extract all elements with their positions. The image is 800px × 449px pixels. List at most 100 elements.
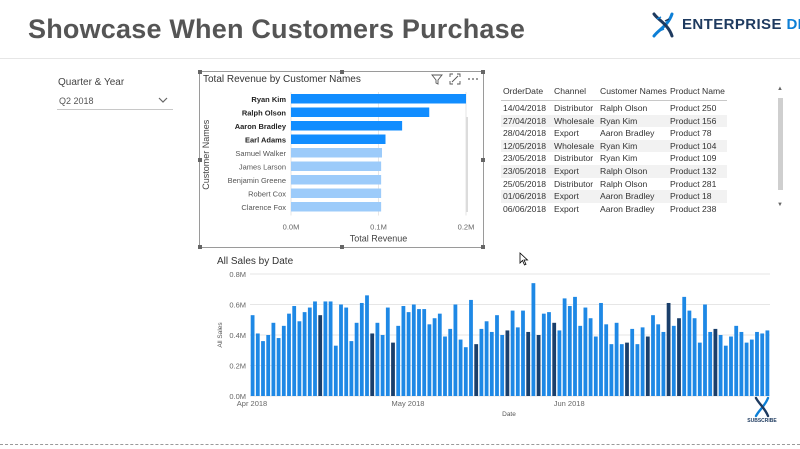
revenue-bar[interactable]: [291, 121, 403, 131]
sales-bar[interactable]: [635, 344, 640, 396]
focus-mode-icon[interactable]: [449, 73, 461, 85]
sales-bar[interactable]: [671, 325, 676, 396]
sales-bar[interactable]: [619, 344, 624, 396]
sales-bar[interactable]: [292, 306, 297, 396]
sales-bar[interactable]: [484, 321, 489, 396]
sales-bar[interactable]: [432, 318, 437, 396]
sales-bar[interactable]: [718, 335, 723, 396]
sales-bar[interactable]: [276, 338, 281, 396]
sales-bar[interactable]: [651, 315, 655, 396]
sales-bar[interactable]: [541, 313, 546, 396]
revenue-bar[interactable]: [291, 175, 382, 185]
sales-bar[interactable]: [500, 335, 505, 396]
sales-bar[interactable]: [682, 296, 687, 396]
scroll-down-icon[interactable]: ▼: [777, 202, 783, 208]
sales-bar[interactable]: [562, 298, 567, 396]
sales-bar[interactable]: [713, 328, 718, 396]
sales-bar[interactable]: [281, 325, 286, 396]
sales-bar[interactable]: [729, 336, 733, 396]
column-header[interactable]: Customer Names: [600, 86, 667, 96]
sales-bar[interactable]: [359, 302, 364, 396]
revenue-bar[interactable]: [291, 134, 386, 145]
sales-bar[interactable]: [401, 306, 406, 396]
sales-bar[interactable]: [453, 304, 458, 397]
sales-bar[interactable]: [328, 301, 333, 396]
chevron-down-icon[interactable]: [157, 94, 169, 106]
sales-bar[interactable]: [760, 333, 765, 396]
sales-bar[interactable]: [427, 324, 432, 396]
revenue-bar-chart[interactable]: 0.0M 0.1M 0.2M Ryan Kim Ralph Olson Aaron Bra…: [199, 88, 484, 248]
sales-bar[interactable]: [661, 331, 666, 396]
sales-bar[interactable]: [417, 309, 421, 396]
sales-bar[interactable]: [749, 339, 754, 396]
sales-bar[interactable]: [510, 310, 515, 396]
resize-handle[interactable]: [340, 245, 344, 249]
more-options-icon[interactable]: [467, 73, 479, 85]
sales-bar[interactable]: [489, 331, 494, 396]
sales-bar[interactable]: [692, 318, 697, 396]
quarter-year-slicer[interactable]: Q2 2018: [57, 93, 173, 110]
sales-bar[interactable]: [557, 330, 562, 396]
sales-bar[interactable]: [531, 283, 536, 396]
sales-bar[interactable]: [318, 315, 323, 396]
sales-bar[interactable]: [271, 322, 276, 396]
scroll-thumb[interactable]: [778, 98, 783, 190]
subscribe-badge[interactable]: SUBSCRIBE: [744, 396, 780, 428]
sales-bar[interactable]: [354, 322, 359, 396]
revenue-bar[interactable]: [291, 107, 430, 118]
column-header[interactable]: Channel: [554, 86, 587, 96]
sales-bar[interactable]: [703, 304, 707, 397]
scroll-up-icon[interactable]: ▲: [777, 86, 783, 92]
table-row[interactable]: 14/04/2018 Distributor Ralph Olson Product …: [501, 102, 727, 115]
sales-bar[interactable]: [385, 307, 390, 396]
column-header[interactable]: OrderDate: [503, 86, 544, 96]
sales-bar[interactable]: [448, 328, 453, 396]
sales-bar[interactable]: [297, 321, 302, 396]
sales-bar[interactable]: [630, 328, 635, 396]
resize-handle[interactable]: [198, 245, 202, 249]
sales-bar[interactable]: [588, 318, 593, 396]
sales-bar[interactable]: [333, 345, 338, 396]
sales-bar[interactable]: [755, 331, 759, 396]
sales-bar[interactable]: [578, 325, 583, 396]
sales-bar[interactable]: [734, 325, 739, 396]
sales-bar[interactable]: [604, 324, 609, 396]
sales-bar[interactable]: [697, 342, 702, 396]
sales-bar[interactable]: [744, 342, 749, 396]
sales-bar[interactable]: [411, 304, 416, 397]
table-row[interactable]: 01/06/2018 Export Aaron Bradley Product 18: [501, 190, 727, 203]
table-row[interactable]: 23/05/2018 Distributor Ryan Kim Product 109: [501, 152, 727, 165]
revenue-bar[interactable]: [291, 94, 466, 104]
table-row[interactable]: 12/05/2018 Wholesale Ryan Kim Product 104: [501, 139, 727, 153]
sales-bar[interactable]: [463, 347, 468, 396]
sales-bar[interactable]: [479, 328, 484, 396]
sales-bar[interactable]: [370, 333, 375, 396]
sales-bar[interactable]: [708, 331, 713, 396]
sales-by-date-chart[interactable]: 0.0M 0.2M 0.4M 0.6M 0.8M Apr 2018 May 2018 Jun …: [200, 266, 780, 436]
sales-bar[interactable]: [443, 336, 447, 396]
sales-bar[interactable]: [515, 327, 520, 396]
revenue-bar[interactable]: [291, 148, 382, 158]
sales-bar[interactable]: [344, 307, 349, 396]
resize-handle[interactable]: [481, 70, 485, 74]
resize-handle[interactable]: [198, 158, 202, 162]
revenue-chart-scrollbar[interactable]: [466, 117, 468, 212]
sales-bar[interactable]: [536, 335, 541, 396]
sales-bar[interactable]: [583, 307, 588, 396]
sales-bar[interactable]: [349, 341, 354, 396]
table-row[interactable]: 25/05/2018 Distributor Ralph Olson Product …: [501, 178, 727, 191]
sales-bar[interactable]: [723, 345, 728, 396]
sales-bar[interactable]: [396, 325, 401, 396]
sales-bar[interactable]: [526, 331, 531, 396]
sales-bar[interactable]: [380, 335, 385, 396]
sales-bar[interactable]: [656, 324, 661, 396]
sales-bar[interactable]: [406, 312, 411, 396]
sales-bar[interactable]: [255, 333, 260, 396]
resize-handle[interactable]: [340, 70, 344, 74]
sales-bar[interactable]: [552, 322, 557, 396]
sales-bar[interactable]: [666, 302, 671, 396]
sales-bar[interactable]: [422, 309, 427, 396]
table-scrollbar[interactable]: ▲ ▼: [777, 86, 784, 212]
sales-bar[interactable]: [547, 312, 551, 396]
sales-bar[interactable]: [375, 322, 380, 396]
